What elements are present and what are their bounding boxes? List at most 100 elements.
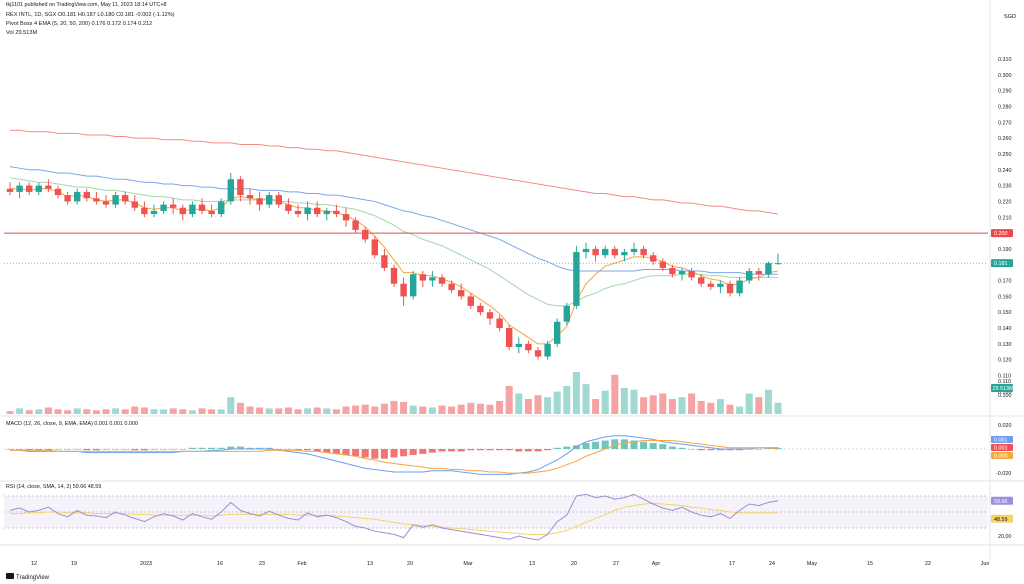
volume-bar [390,400,398,414]
x-axis-label: 15 [867,561,873,567]
volume-bar [544,397,552,414]
candle-body [285,204,292,211]
volume-bar [640,397,648,414]
macd-badge-label: 0.001 [994,446,1008,452]
macd-histogram-bar [620,439,628,449]
volume-bar [697,400,705,414]
candle-body [102,201,110,205]
volume-bar [505,386,513,414]
candle-body [698,277,705,284]
candle-body [256,198,263,205]
price-tick-label: 0.220 [998,199,1012,205]
macd-histogram-bar [582,442,590,449]
volume-bar [400,401,408,414]
volume-bar [467,402,475,414]
volume-bar [208,409,216,414]
x-axis-label: 13 [529,561,535,567]
last-price-badge [991,259,1013,268]
x-axis-label: Feb [297,561,306,567]
rsi-badge [991,514,1013,523]
macd-histogram-bar [736,449,744,451]
candle-body [371,239,378,256]
macd-histogram-bar [697,449,705,451]
volume-bar [592,399,600,414]
macd-histogram-bar [198,447,206,449]
volume-badge-label: 29.513M [993,386,1014,392]
volume-bar [496,400,504,414]
price-tick-label: 0.170 [998,279,1012,285]
candle-body [294,210,302,215]
x-axis-label: 19 [71,561,77,567]
rsi-badge-label: 48.59 [994,517,1008,523]
volume-bar [764,389,772,414]
candle-body [765,263,772,275]
candle-body [390,267,398,284]
macd-histogram-bar [102,449,110,450]
candle-body [333,210,340,215]
candle-body [486,312,494,319]
candle-body [506,328,513,348]
ema50-line [9,166,778,275]
candle-body [160,204,167,211]
macd-histogram-bar [601,440,609,449]
volume-bar [6,411,14,414]
macd-histogram-bar [534,449,542,452]
volume-bar [352,405,360,414]
volume-bar [265,408,273,414]
candle-body [246,195,254,199]
x-axis-label: 2023 [140,561,152,567]
candle-body [227,179,234,202]
macd-histogram-bar [524,449,532,452]
macd-histogram-bar [563,446,571,449]
volume-legend: Vol 29.513M [6,30,38,36]
macd-signal-line [10,440,779,474]
volume-bar [92,410,100,414]
macd-histogram-bar [400,449,408,457]
volume-bar [688,393,696,414]
volume-bar [601,390,609,414]
candle-body [688,271,695,278]
candle-body [419,274,426,281]
price-tick-label: 0.300 [998,73,1012,79]
macd-badge-label: 0.000 [994,454,1008,460]
macd-histogram-bar [505,449,513,451]
volume-bar [611,374,619,414]
macd-title: MACD (12, 26, close, 9, EMA, EMA) 0.001 … [6,421,138,427]
candle-body [74,191,81,202]
volume-bar [707,402,715,414]
rsi-tick-label: 20.00 [998,534,1012,540]
macd-badge-label: 0.001 [994,438,1008,444]
volume-bar [428,407,436,414]
x-axis-label: 23 [259,561,265,567]
volume-bar [284,407,292,414]
candle-body [400,283,407,297]
volume-bar [409,405,417,414]
volume-bar [112,408,120,414]
volume-bar [16,408,24,414]
price-tick-label: 0.160 [998,294,1012,300]
price-tick-label: 0.130 [998,342,1012,348]
macd-badge [991,444,1013,451]
candle-body [592,248,599,256]
volume-bar [524,399,532,414]
candle-body [554,321,561,344]
volume-tick-label: 0.100 [998,393,1012,399]
volume-bar [716,399,724,414]
volume-bar [44,407,52,414]
macd-histogram-bar [256,447,264,449]
macd-histogram-bar [265,447,273,449]
macd-histogram-bar [352,449,360,457]
candle-body [525,343,532,351]
macd-histogram-bar [16,449,24,450]
candle-body [170,204,177,208]
macd-histogram-bar [44,449,52,451]
macd-histogram-bar [83,449,91,451]
volume-bar [745,393,753,414]
volume-bar [54,409,62,414]
macd-histogram-bar [409,449,417,456]
price-tick-label: 0.280 [998,104,1012,110]
macd-histogram-bar [764,447,772,449]
volume-bar [649,395,657,414]
candle-body [774,263,782,265]
